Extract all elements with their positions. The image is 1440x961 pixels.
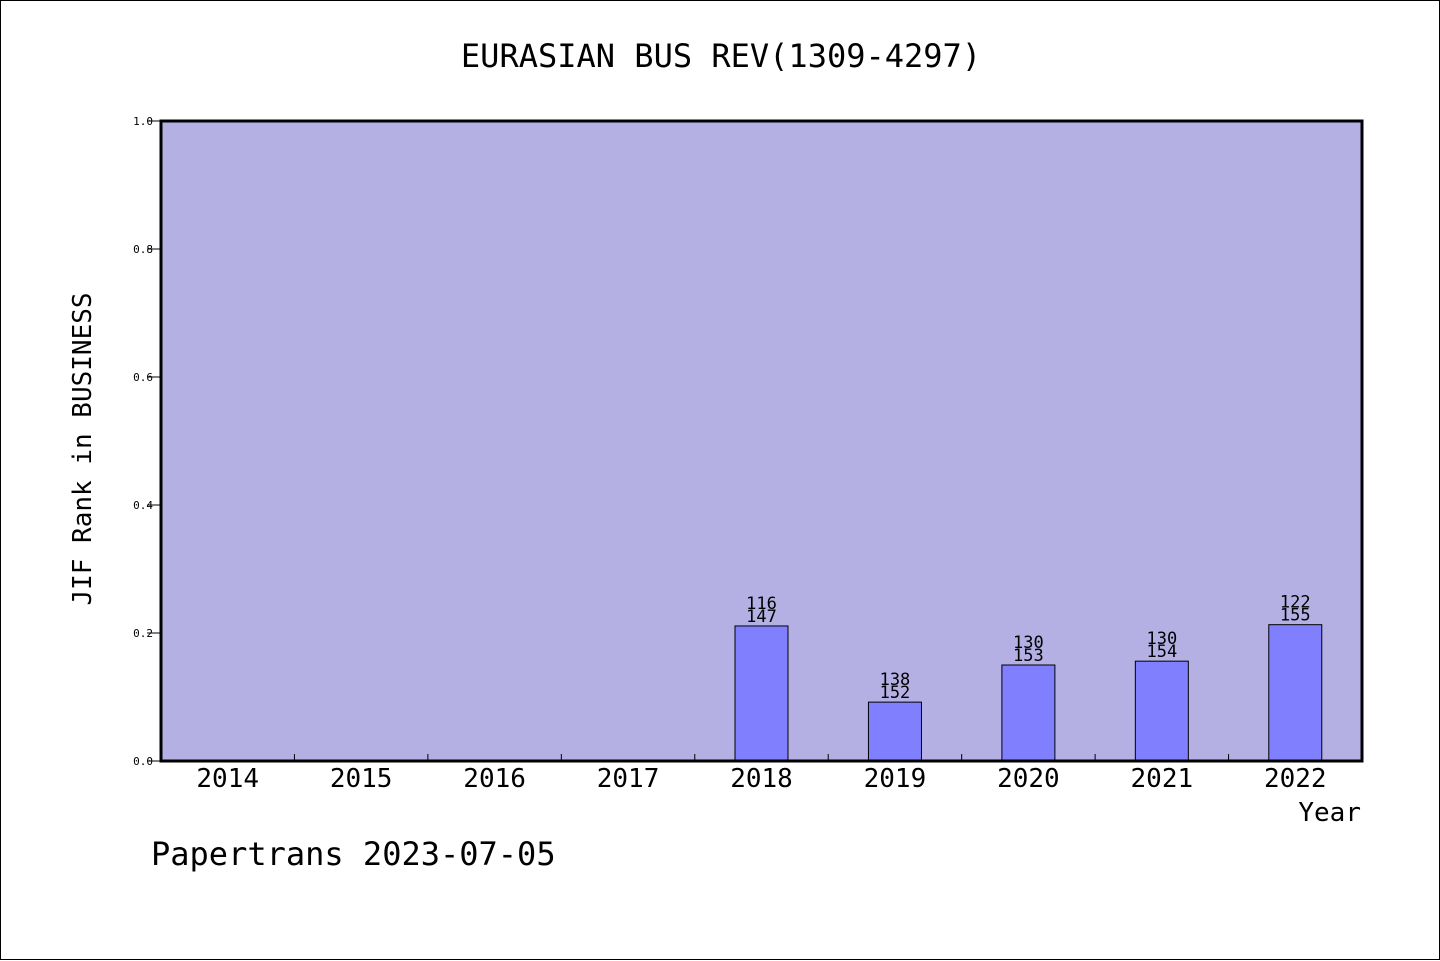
y-tick-label: 1.0 — [133, 115, 153, 128]
bar-rank-label: 122 — [1280, 593, 1311, 613]
bar-rank-label: 116 — [746, 594, 777, 614]
bar — [867, 701, 922, 762]
bar-total-label: 153 — [1013, 646, 1044, 666]
plot-border — [159, 119, 1364, 763]
x-tick-label: 2020 — [997, 764, 1060, 794]
bar — [734, 625, 789, 762]
x-axis: 2014 2015 2016 2017 2018 2019 2020 2021 2022 — [196, 754, 1327, 794]
y-tick-label: 0.2 — [133, 627, 153, 640]
x-tick-label: 2015 — [330, 764, 393, 794]
bar-total-label: 155 — [1280, 606, 1311, 626]
x-tick-label: 2019 — [864, 764, 927, 794]
y-tick-label: 0.6 — [133, 371, 153, 384]
bar-total-label: 152 — [880, 683, 911, 703]
footer-text: Papertrans 2023-07-05 — [151, 835, 556, 873]
x-tick-label: 2017 — [597, 764, 660, 794]
y-axis: 0.0 0.2 0.4 0.6 0.8 1.0 — [133, 115, 161, 768]
y-axis-label: JIF Rank in BUSINESS — [68, 292, 98, 605]
x-tick-label: 2016 — [463, 764, 526, 794]
bar — [1001, 664, 1056, 762]
bar-rank-label: 130 — [1146, 629, 1177, 649]
y-tick-label: 0.8 — [133, 243, 153, 256]
y-tick-label: 0.0 — [133, 755, 153, 768]
x-tick-label: 2021 — [1131, 764, 1194, 794]
y-tick-label: 0.4 — [133, 499, 153, 512]
x-tick-label: 2022 — [1264, 764, 1327, 794]
chart-title: EURASIAN BUS REV(1309-4297) — [461, 37, 981, 75]
x-axis-label: Year — [1298, 798, 1361, 828]
bar-total-label: 154 — [1146, 642, 1177, 662]
x-tick-label: 2018 — [730, 764, 793, 794]
bar-total-label: 147 — [746, 607, 777, 627]
x-tick-label: 2014 — [196, 764, 259, 794]
bar — [1134, 660, 1189, 762]
bar-rank-label: 130 — [1013, 633, 1044, 653]
bar-rank-label: 138 — [880, 670, 911, 690]
bar — [1268, 624, 1323, 762]
